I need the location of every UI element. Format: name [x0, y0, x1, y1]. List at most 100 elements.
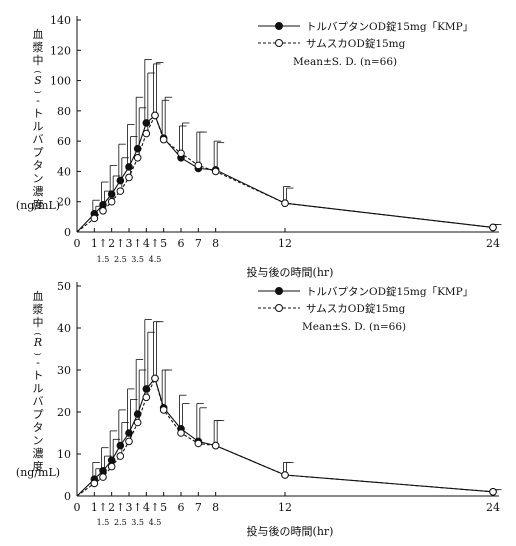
x-tick-label: 5: [160, 501, 167, 514]
x-subtick-arrow: ↑: [98, 501, 107, 514]
x-tick-label: 6: [178, 501, 185, 514]
y-axis-title-char: 度: [33, 459, 44, 473]
y-axis-title-char: 漿: [33, 302, 44, 316]
y-axis-title-paren: (: [33, 332, 42, 335]
y-axis-title-char: バ: [33, 395, 44, 408]
data-point: [125, 163, 133, 171]
x-tick-label: 7: [195, 237, 202, 250]
y-axis-title-char: S: [34, 74, 42, 87]
x-tick-label: 2: [108, 237, 115, 250]
data-point: [116, 452, 125, 460]
y-tick-label: 140: [50, 14, 71, 27]
y-axis-title-paren: ): [33, 90, 42, 93]
x-tick-label: 2: [108, 501, 115, 514]
x-tick-label: 3: [126, 237, 133, 250]
data-point: [116, 441, 125, 450]
data-point: [107, 190, 116, 198]
x-tick-label: 24: [486, 237, 500, 250]
x-subtick-arrow: ↑: [150, 501, 159, 514]
legend-label-a: トルバプタンOD錠15mg「KMP」: [306, 20, 473, 33]
legend-label-b: サムスカOD錠15mg: [306, 37, 406, 50]
series-line-b: [76, 376, 494, 497]
y-axis-title-char: ル: [33, 382, 44, 395]
x-tick-label: 6: [178, 237, 185, 250]
y-axis-title-char: -: [36, 94, 40, 107]
y-tick-label: 10: [57, 448, 71, 461]
legend-note: Mean±S. D. (n=66): [293, 56, 397, 68]
data-point: [489, 488, 497, 496]
x-subtick-label: 4.5: [149, 518, 162, 527]
data-point: [177, 149, 185, 158]
x-subtick-label: 1.5: [97, 518, 110, 527]
data-point: [177, 429, 185, 437]
x-tick-label: 7: [195, 501, 202, 514]
data-point: [159, 406, 168, 414]
legend: トルバプタンOD錠15mg「KMP」サムスカOD錠15mg: [258, 285, 473, 315]
data-point: [99, 207, 107, 215]
y-tick-label: 60: [57, 135, 71, 148]
x-tick-label: 4: [143, 501, 150, 514]
y-axis-title-char: 度: [33, 197, 44, 211]
data-point: [281, 199, 289, 208]
legend-marker-a: [275, 22, 283, 30]
y-axis-title-char: プ: [33, 408, 44, 421]
data-point: [151, 374, 159, 383]
x-tick-label: 1: [91, 237, 98, 250]
data-point: [211, 441, 220, 450]
y-axis-title-char: ト: [33, 107, 44, 120]
x-subtick-arrow: ↑: [98, 237, 107, 250]
y-axis-title-char: プ: [33, 146, 44, 159]
data-point: [125, 437, 133, 446]
x-subtick-arrow: ↑: [116, 501, 125, 514]
y-tick-label: 0: [64, 490, 71, 503]
x-subtick-arrow: ↑: [133, 237, 142, 250]
data-point: [281, 471, 289, 479]
x-tick-label: 24: [486, 501, 500, 514]
y-axis-title-char: R: [33, 336, 42, 349]
y-axis-title-char: 中: [33, 316, 44, 329]
data-point: [211, 167, 220, 176]
y-axis-title-char: 濃: [33, 446, 44, 460]
x-subtick-label: 2.5: [114, 518, 127, 527]
data-point: [90, 214, 99, 223]
x-tick-label: 3: [126, 501, 133, 514]
x-subtick-arrow: ↑: [150, 237, 159, 250]
y-axis-title-char: 中: [33, 54, 44, 67]
x-subtick-arrow: ↑: [133, 501, 142, 514]
data-point: [107, 462, 116, 471]
data-point: [99, 473, 107, 481]
y-axis-title-char: タ: [33, 159, 44, 172]
x-subtick-arrow: ↑: [116, 237, 125, 250]
y-tick-label: 20: [57, 196, 71, 209]
y-axis-title-paren: (: [33, 70, 42, 73]
x-tick-label: 5: [160, 237, 167, 250]
legend-label-a: トルバプタンOD錠15mg「KMP」: [306, 285, 473, 298]
x-tick-label: 12: [278, 501, 292, 514]
data-point: [133, 144, 142, 153]
x-tick-label: 0: [74, 237, 81, 250]
data-point: [133, 154, 142, 162]
data-point: [151, 111, 159, 120]
y-axis-unit: (ng/mL): [16, 466, 60, 479]
series-line-b: [76, 113, 494, 233]
y-axis-title-char: 血: [33, 289, 44, 303]
y-tick-label: 20: [57, 406, 71, 419]
legend-marker-b: [275, 39, 283, 47]
y-axis-title-char: ト: [33, 369, 44, 382]
x-subtick-label: 1.5: [97, 255, 110, 264]
y-axis-title-char: バ: [33, 133, 44, 146]
y-tick-label: 40: [57, 322, 71, 335]
y-tick-label: 0: [64, 226, 71, 239]
y-axis-title-char: 漿: [33, 40, 44, 54]
data-point: [194, 439, 203, 448]
data-point: [107, 456, 116, 465]
x-tick-label: 4: [143, 237, 150, 250]
y-axis-title-char: ル: [33, 120, 44, 133]
data-point: [116, 187, 125, 195]
legend-marker-a: [275, 287, 283, 295]
y-tick-label: 30: [57, 364, 71, 377]
